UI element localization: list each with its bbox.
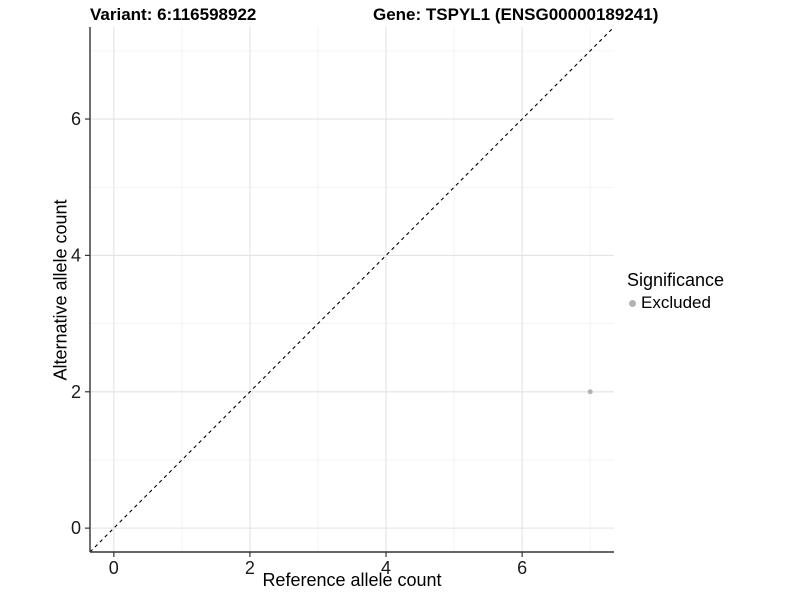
data-point (587, 389, 593, 395)
y-axis-title: Alternative allele count (50, 199, 71, 381)
y-tick-label: 2 (71, 382, 81, 402)
legend: Significance Excluded (627, 270, 724, 313)
y-tick-label: 0 (71, 518, 81, 538)
identity-line (89, 26, 615, 553)
x-tick-label: 4 (381, 558, 391, 578)
x-axis-title: Reference allele count (262, 570, 442, 590)
variant-title: Variant: 6:116598922 (90, 5, 257, 24)
x-tick-label: 0 (109, 558, 119, 578)
legend-point-icon (629, 299, 636, 307)
legend-title: Significance (627, 270, 725, 290)
x-tick-label: 2 (245, 558, 255, 578)
y-tick-label: 4 (71, 245, 81, 265)
y-tick-label: 6 (71, 109, 81, 129)
legend-item-label: Excluded (641, 293, 711, 312)
legend-item-excluded: Excluded (627, 293, 724, 313)
gene-title: Gene: TSPYL1 (ENSG00000189241) (373, 5, 659, 24)
x-tick-label: 6 (517, 558, 527, 578)
